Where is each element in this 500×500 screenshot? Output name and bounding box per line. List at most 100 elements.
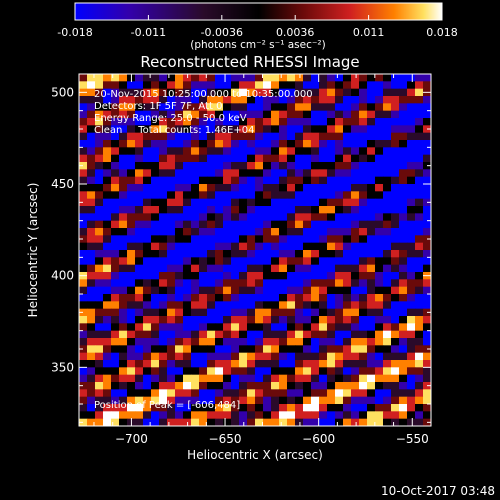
heatmap-cell: [207, 323, 216, 332]
heatmap-cell: [167, 235, 176, 244]
heatmap-cell: [319, 228, 328, 236]
heatmap-cell: [375, 176, 384, 185]
heatmap-cell: [343, 191, 352, 200]
heatmap-cell: [351, 198, 360, 207]
heatmap-cell: [279, 140, 288, 148]
heatmap-cell: [399, 308, 408, 317]
heatmap-cell: [183, 125, 192, 134]
heatmap-cell: [127, 96, 136, 104]
heatmap-cell: [303, 132, 312, 141]
heatmap-cell: [87, 323, 96, 332]
heatmap-cell: [119, 74, 128, 82]
heatmap-cell: [111, 345, 120, 354]
heatmap-cell: [247, 250, 256, 258]
heatmap-cell: [351, 382, 360, 390]
heatmap-cell: [287, 242, 296, 251]
heatmap-cell: [263, 176, 272, 185]
heatmap-cell: [191, 88, 200, 97]
heatmap-cell: [191, 418, 200, 426]
heatmap-cell: [263, 242, 272, 251]
heatmap-cell: [207, 96, 216, 104]
heatmap-cell: [183, 184, 192, 192]
heatmap-cell: [383, 250, 392, 258]
heatmap-cell: [103, 257, 112, 266]
heatmap-cell: [183, 330, 192, 339]
heatmap-cell: [103, 294, 112, 302]
heatmap-cell: [191, 286, 200, 295]
heatmap-cell: [247, 411, 256, 420]
heatmap-cell: [359, 418, 368, 426]
heatmap-cell: [215, 220, 224, 229]
heatmap-cell: [303, 81, 312, 90]
heatmap-cell: [279, 169, 288, 178]
heatmap-cell: [135, 110, 144, 119]
heatmap-cell: [327, 382, 336, 390]
heatmap-cell: [127, 235, 136, 244]
heatmap-cell: [263, 374, 272, 383]
heatmap-cell: [111, 374, 120, 383]
heatmap-cell: [151, 198, 160, 207]
heatmap-cell: [119, 250, 128, 258]
heatmap-cell: [263, 96, 272, 104]
heatmap-cell: [135, 250, 144, 258]
heatmap-cell: [399, 418, 408, 426]
heatmap-cell: [383, 81, 392, 90]
heatmap-cell: [383, 367, 392, 376]
heatmap-cell: [399, 250, 408, 258]
heatmap-cell: [319, 235, 328, 244]
heatmap-cell: [183, 206, 192, 214]
heatmap-cell: [191, 257, 200, 266]
heatmap-cell: [87, 294, 96, 302]
heatmap-cell: [231, 74, 240, 82]
heatmap-cell: [359, 198, 368, 207]
heatmap-cell: [287, 103, 296, 112]
heatmap-cell: [79, 345, 88, 354]
heatmap-cell: [303, 147, 312, 156]
heatmap-cell: [103, 213, 112, 222]
heatmap-cell: [247, 213, 256, 222]
heatmap-cell: [127, 184, 136, 192]
heatmap-cell: [111, 110, 120, 119]
heatmap-cell: [183, 110, 192, 119]
heatmap-cell: [295, 308, 304, 317]
heatmap-cell: [415, 389, 424, 398]
heatmap-cell: [351, 272, 360, 280]
heatmap-cell: [223, 330, 232, 339]
heatmap-cell: [295, 228, 304, 236]
heatmap-cell: [295, 110, 304, 119]
heatmap-cell: [319, 396, 328, 405]
heatmap-cell: [311, 286, 320, 295]
heatmap-cell: [239, 198, 248, 207]
heatmap-cell: [151, 389, 160, 398]
heatmap-cell: [95, 242, 104, 251]
heatmap-cell: [143, 418, 152, 426]
heatmap-cell: [159, 88, 168, 97]
heatmap-cell: [319, 162, 328, 170]
heatmap-cell: [199, 374, 208, 383]
heatmap-cell: [247, 286, 256, 295]
heatmap-cell: [391, 411, 400, 420]
heatmap-cell: [263, 294, 272, 302]
heatmap-cell: [151, 220, 160, 229]
heatmap-cell: [159, 228, 168, 236]
heatmap-cell: [319, 411, 328, 420]
heatmap-cell: [399, 132, 408, 141]
heatmap-cell: [183, 294, 192, 302]
heatmap-cell: [423, 110, 431, 119]
heatmap-cell: [327, 169, 336, 178]
heatmap-cell: [279, 338, 288, 346]
heatmap-cell: [191, 389, 200, 398]
heatmap-cell: [271, 257, 280, 266]
heatmap-cell: [271, 404, 280, 412]
heatmap-cell: [423, 301, 431, 310]
heatmap-cell: [391, 169, 400, 178]
heatmap-cell: [111, 242, 120, 251]
heatmap-cell: [167, 360, 176, 368]
heatmap-cell: [127, 191, 136, 200]
heatmap-cell: [391, 242, 400, 251]
heatmap-cell: [175, 272, 184, 280]
heatmap-cell: [111, 352, 120, 361]
heatmap-cell: [295, 286, 304, 295]
heatmap-cell: [375, 242, 384, 251]
heatmap-cell: [87, 74, 96, 82]
